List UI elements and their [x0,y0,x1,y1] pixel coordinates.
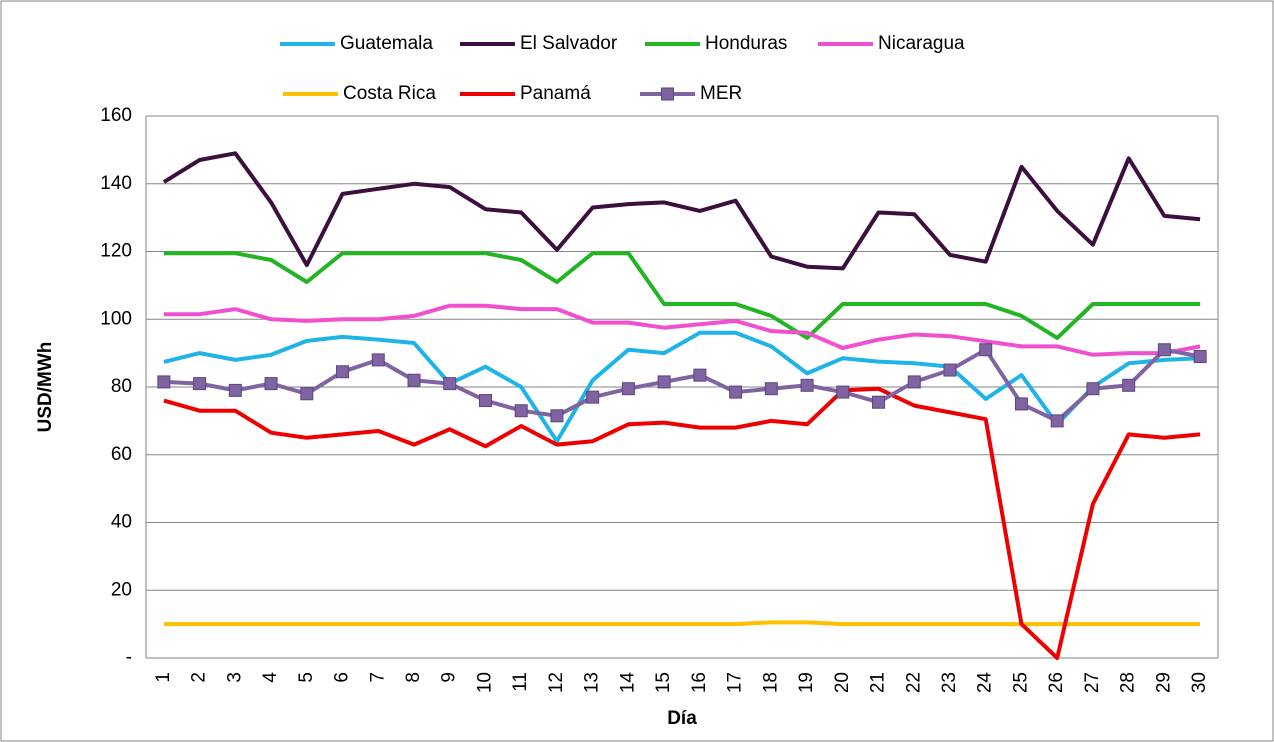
series-line [163,330,1201,444]
x-tick-label: 17 [725,672,746,693]
series-marker [621,382,635,396]
x-tick-label: 5 [296,672,317,683]
series-marker [514,404,528,418]
y-tick-label: 140 [100,173,132,194]
series-marker [764,382,778,396]
x-tick-label: 19 [796,672,817,693]
legend-label: Costa Rica [343,83,436,104]
x-tick-label: 18 [760,672,781,693]
series-marker [907,375,921,389]
x-tick-label: 15 [653,672,674,693]
x-tick-label: 13 [582,672,603,693]
x-tick-label: 3 [224,672,245,683]
legend-label: Nicaragua [878,33,965,54]
x-tick-label: 8 [403,672,424,683]
series-marker [872,395,886,409]
series-marker [1014,397,1028,411]
series-line [163,386,1201,660]
series-marker [264,377,278,391]
series-marker [407,373,421,387]
legend-label: MER [700,83,742,104]
legend-label: Honduras [705,33,787,54]
series-marker [693,368,707,382]
series-marker [729,385,743,399]
series-marker [836,385,850,399]
series-line [162,151,1201,271]
legend-label: Panamá [520,83,591,104]
y-tick-label: 80 [111,376,132,397]
series-marker [1050,414,1064,428]
x-axis-title: Día [667,708,697,729]
x-tick-label: 2 [189,672,210,683]
x-tick-label: 1 [153,672,174,683]
x-tick-label: 21 [868,672,889,693]
x-tick-label: 27 [1082,672,1103,693]
series-marker [1086,382,1100,396]
series-marker [800,378,814,392]
series-line [163,620,1201,627]
series-marker [371,353,385,367]
series-marker [979,343,993,357]
y-tick-label: 40 [111,512,132,533]
legend-label: Guatemala [340,33,433,54]
x-tick-label: 22 [903,672,924,693]
series-marker [1122,378,1136,392]
x-tick-label: 25 [1010,672,1031,693]
series-marker [1157,343,1171,357]
x-tick-label: 12 [546,672,567,693]
x-tick-label: 11 [510,672,531,692]
series-marker [228,383,242,397]
y-tick-label: 20 [111,579,132,600]
x-tick-label: 29 [1153,672,1174,693]
x-tick-label: 6 [332,672,353,683]
y-tick-label: 160 [100,105,132,126]
y-tick-label: - [126,647,132,668]
x-tick-label: 16 [689,672,710,693]
series-marker [157,375,171,389]
x-tick-label: 4 [260,672,281,683]
x-tick-label: 23 [939,672,960,693]
y-axis-title: USD/MWh [35,342,56,433]
y-tick-label: 60 [111,444,132,465]
series-marker [586,390,600,404]
x-tick-label: 7 [367,672,388,683]
series-marker [300,387,314,401]
legend-label: El Salvador [520,33,618,54]
series-marker [193,377,207,391]
series-marker [943,363,957,377]
series-marker [550,409,564,423]
series-marker [657,375,671,389]
x-tick-label: 30 [1189,672,1210,693]
x-tick-label: 20 [832,672,853,693]
series-marker [443,377,457,391]
legend-marker [661,87,674,101]
series-line [163,303,1201,357]
x-tick-label: 28 [1118,672,1139,693]
series-marker [1193,350,1207,364]
x-tick-label: 10 [474,672,495,693]
series-marker [478,394,492,408]
series-marker [336,365,350,379]
y-tick-label: 120 [100,241,132,262]
series-line [163,251,1201,340]
x-tick-label: 9 [439,672,460,683]
x-tick-label: 24 [975,672,996,694]
x-tick-label: 14 [617,672,638,694]
x-tick-label: 26 [1046,672,1067,693]
y-tick-label: 100 [100,308,132,329]
